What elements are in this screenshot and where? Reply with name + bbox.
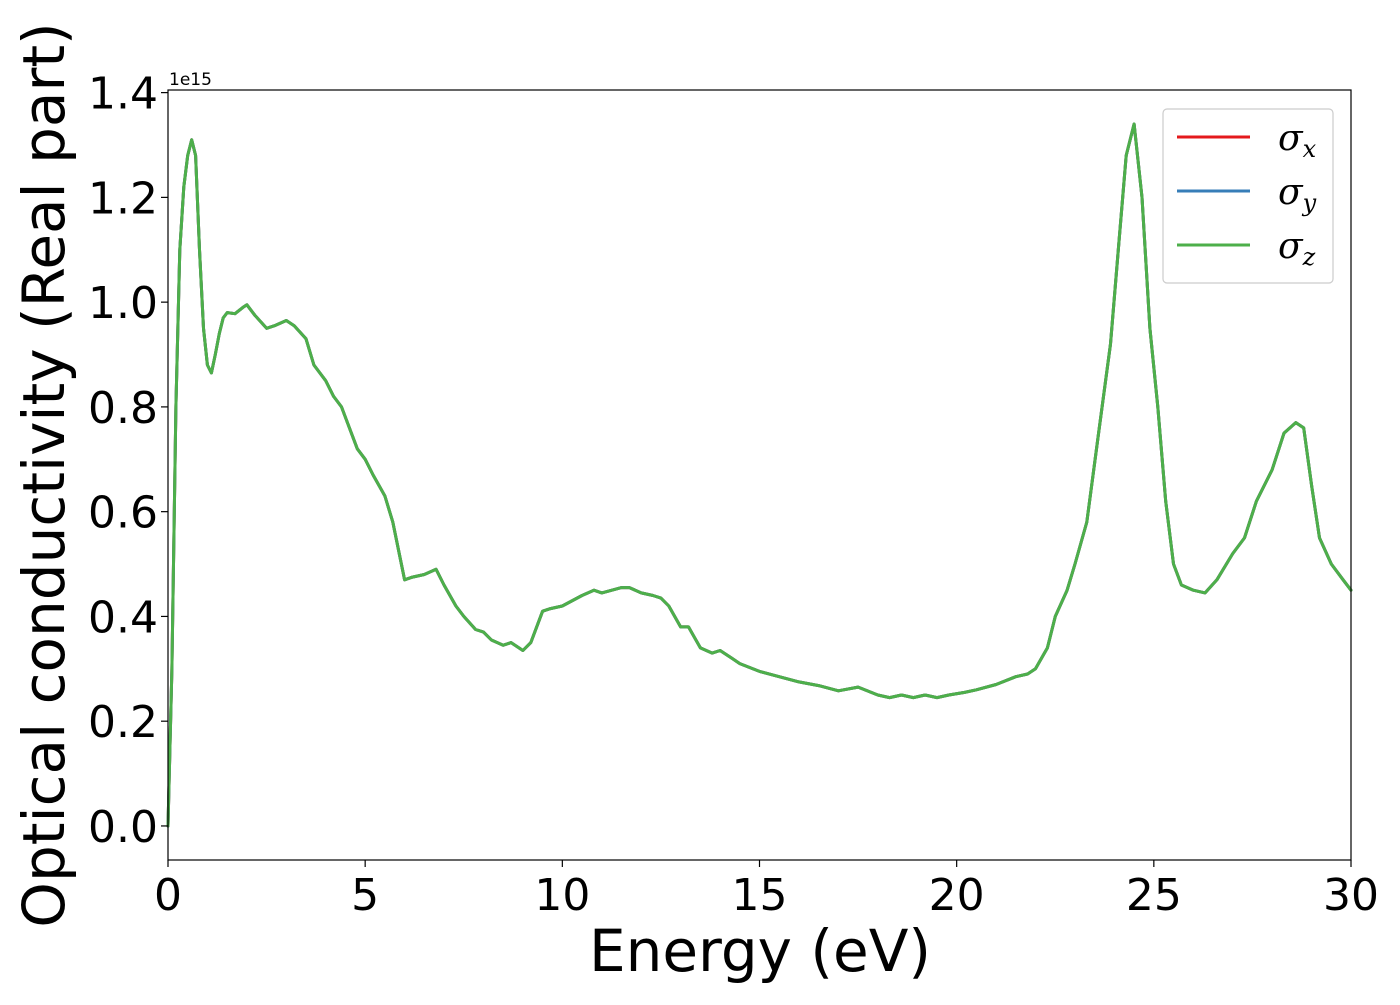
legend-label-z: σz [1278,226,1316,271]
y-axis-title: Optical conductivity (Real part) [10,22,78,927]
x-tick-label: 20 [929,870,985,921]
legend: σx σy σz [1162,108,1334,284]
plot-layer [166,122,1353,828]
legend-label-x: σx [1278,118,1317,163]
y-tick-label: 0.2 [88,697,158,748]
x-tick-label: 5 [351,870,379,921]
x-tick-label: 25 [1126,870,1182,921]
y-tick-label: 1.2 [88,173,158,224]
x-tick-label: 0 [154,870,182,921]
legend-label-y: σy [1278,172,1317,217]
y-tick-label: 0.4 [88,592,158,643]
y-tick-label: 1.4 [88,69,158,120]
ticks-layer: 0 5 10 15 20 25 30 0.0 0.2 0.4 0.6 0.8 1.0 1.2 1.4 [88,69,1379,921]
series-line-z [166,122,1353,828]
y-tick-label: 0.0 [88,802,158,853]
y-tick-label: 0.6 [88,488,158,539]
x-tick-label: 30 [1323,870,1379,921]
x-tick-label: 15 [732,870,788,921]
y-offset-label: 1e15 [169,70,212,90]
x-tick-label: 10 [534,870,590,921]
y-tick-label: 0.8 [88,383,158,434]
legend-box [1162,108,1334,284]
x-axis-title: Energy (eV) [589,917,931,985]
y-tick-label: 1.0 [88,278,158,329]
